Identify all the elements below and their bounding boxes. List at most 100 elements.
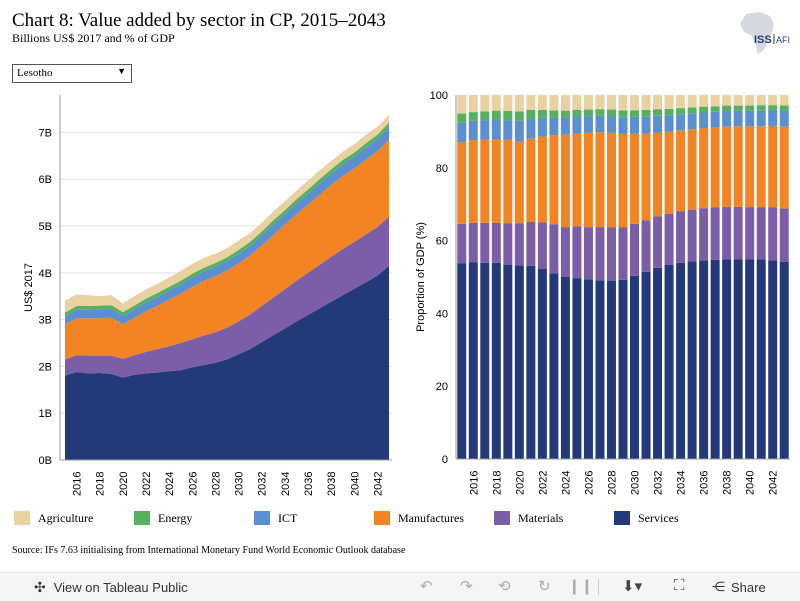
bar-segment-agriculture[interactable]: [699, 95, 709, 107]
bar-segment-manufactures[interactable]: [618, 133, 628, 228]
bar-segment-materials[interactable]: [630, 223, 640, 276]
bar-segment-ict[interactable]: [664, 115, 674, 132]
bar-segment-materials[interactable]: [641, 220, 651, 272]
bar-segment-services[interactable]: [503, 264, 513, 459]
bar-segment-manufactures[interactable]: [595, 132, 605, 228]
share-button[interactable]: ⋲ Share: [712, 579, 766, 595]
bar-segment-energy[interactable]: [630, 110, 640, 117]
bar-segment-services[interactable]: [687, 261, 697, 459]
bar-segment-ict[interactable]: [606, 116, 616, 133]
bar-segment-agriculture[interactable]: [480, 95, 490, 112]
bar-segment-ict[interactable]: [514, 120, 524, 142]
bar-segment-energy[interactable]: [560, 110, 570, 118]
bar-segment-agriculture[interactable]: [745, 95, 755, 106]
bar-segment-energy[interactable]: [537, 109, 547, 118]
bar-segment-services[interactable]: [549, 273, 559, 459]
bar-segment-services[interactable]: [606, 280, 616, 459]
bar-segment-manufactures[interactable]: [699, 128, 709, 209]
bar-segment-agriculture[interactable]: [687, 95, 697, 108]
bar-segment-manufactures[interactable]: [468, 140, 478, 223]
bar-segment-ict[interactable]: [560, 117, 570, 135]
bar-segment-services[interactable]: [653, 267, 663, 459]
bar-segment-energy[interactable]: [480, 111, 490, 121]
bar-segment-manufactures[interactable]: [526, 138, 536, 223]
bar-segment-agriculture[interactable]: [733, 95, 743, 106]
bar-segment-manufactures[interactable]: [641, 133, 651, 221]
bar-segment-services[interactable]: [480, 262, 490, 459]
bar-segment-services[interactable]: [595, 280, 605, 459]
download-icon[interactable]: ⬇▾: [622, 578, 643, 595]
legend-item-materials[interactable]: Materials: [494, 509, 563, 527]
bar-segment-services[interactable]: [745, 259, 755, 459]
bar-segment-agriculture[interactable]: [572, 95, 582, 110]
bar-segment-materials[interactable]: [583, 227, 593, 280]
bar-segment-agriculture[interactable]: [595, 95, 605, 110]
bar-segment-energy[interactable]: [779, 105, 789, 111]
bar-segment-ict[interactable]: [653, 115, 663, 133]
bar-segment-manufactures[interactable]: [779, 126, 789, 209]
legend-item-agriculture[interactable]: Agriculture: [14, 509, 93, 527]
bar-segment-materials[interactable]: [653, 216, 663, 268]
bar-segment-ict[interactable]: [687, 113, 697, 130]
bar-segment-materials[interactable]: [537, 222, 547, 269]
bar-segment-ict[interactable]: [618, 117, 628, 134]
bar-segment-agriculture[interactable]: [549, 95, 559, 111]
bar-segment-manufactures[interactable]: [606, 132, 616, 228]
redo-icon[interactable]: ↷: [460, 578, 473, 595]
bar-segment-services[interactable]: [756, 259, 766, 459]
bar-segment-manufactures[interactable]: [745, 126, 755, 208]
legend-item-energy[interactable]: Energy: [134, 509, 192, 527]
bar-segment-services[interactable]: [572, 278, 582, 459]
bar-segment-energy[interactable]: [699, 106, 709, 113]
bar-segment-ict[interactable]: [676, 114, 686, 131]
bar-segment-agriculture[interactable]: [722, 95, 732, 106]
bar-segment-materials[interactable]: [457, 223, 467, 264]
bar-segment-materials[interactable]: [468, 222, 478, 263]
bar-segment-energy[interactable]: [583, 109, 593, 117]
bar-segment-materials[interactable]: [480, 222, 490, 263]
bar-segment-services[interactable]: [537, 268, 547, 459]
revert-icon[interactable]: ⟲: [498, 578, 511, 595]
bar-segment-ict[interactable]: [537, 117, 547, 137]
legend-item-manufactures[interactable]: Manufactures: [374, 509, 464, 527]
bar-segment-materials[interactable]: [710, 207, 720, 260]
bar-segment-agriculture[interactable]: [710, 95, 720, 107]
bar-segment-manufactures[interactable]: [664, 131, 674, 214]
bar-segment-materials[interactable]: [560, 227, 570, 278]
bar-segment-agriculture[interactable]: [653, 95, 663, 110]
bar-segment-services[interactable]: [641, 271, 651, 459]
bar-segment-manufactures[interactable]: [457, 141, 467, 224]
bar-segment-energy[interactable]: [595, 109, 605, 116]
bar-segment-ict[interactable]: [503, 120, 513, 140]
bar-segment-energy[interactable]: [468, 112, 478, 121]
bar-segment-energy[interactable]: [641, 109, 651, 117]
bar-segment-materials[interactable]: [664, 213, 674, 265]
bar-segment-energy[interactable]: [606, 109, 616, 117]
bar-segment-energy[interactable]: [572, 109, 582, 117]
bar-segment-ict[interactable]: [699, 112, 709, 129]
bar-segment-services[interactable]: [457, 263, 467, 459]
legend-item-ict[interactable]: ICT: [254, 509, 297, 527]
bar-segment-ict[interactable]: [549, 117, 559, 136]
bar-segment-agriculture[interactable]: [468, 95, 478, 113]
bar-segment-energy[interactable]: [514, 111, 524, 121]
bar-segment-energy[interactable]: [526, 109, 536, 120]
bar-segment-materials[interactable]: [768, 207, 778, 261]
bar-segment-manufactures[interactable]: [756, 126, 766, 208]
view-on-tableau-link[interactable]: ✣ View on Tableau Public: [34, 579, 188, 596]
bar-segment-manufactures[interactable]: [722, 126, 732, 207]
bar-segment-materials[interactable]: [756, 207, 766, 260]
bar-segment-materials[interactable]: [606, 227, 616, 281]
bar-segment-ict[interactable]: [480, 120, 490, 140]
bar-segment-ict[interactable]: [756, 110, 766, 127]
bar-segment-manufactures[interactable]: [710, 127, 720, 208]
bar-segment-services[interactable]: [722, 259, 732, 459]
bar-segment-materials[interactable]: [572, 226, 582, 279]
bar-segment-materials[interactable]: [503, 223, 513, 265]
refresh-icon[interactable]: ↻: [538, 578, 551, 595]
bar-segment-agriculture[interactable]: [503, 95, 513, 112]
fullscreen-icon[interactable]: ⛶: [674, 577, 685, 594]
bar-segment-agriculture[interactable]: [457, 95, 467, 114]
bar-segment-manufactures[interactable]: [514, 141, 524, 224]
bar-segment-manufactures[interactable]: [560, 134, 570, 228]
